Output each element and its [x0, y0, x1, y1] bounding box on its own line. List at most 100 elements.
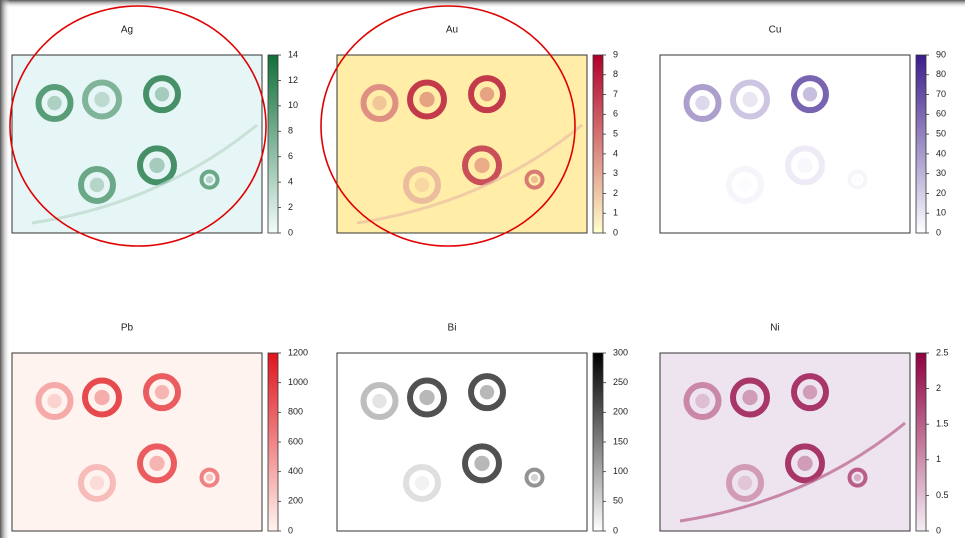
screen-edge: [0, 0, 965, 8]
sample-core: [414, 177, 430, 193]
sample-ring: [407, 79, 447, 120]
panel-title: Bi: [448, 323, 457, 334]
colorbar-tick-label: 2: [613, 188, 618, 198]
sample-ring: [791, 75, 829, 114]
colorbar-tick-label: 50: [613, 496, 623, 506]
colorbar-tick-label: 6: [288, 151, 293, 161]
heatmap-frame: [659, 54, 911, 234]
sample-ring: [403, 165, 441, 204]
colorbar-tick-label: 250: [613, 377, 628, 387]
sample-ring: [199, 467, 220, 488]
colorbar-tick-label: 10: [288, 100, 298, 110]
sample-ring: [468, 75, 506, 114]
sample-ring: [730, 377, 770, 418]
colorbar: [592, 54, 604, 234]
sample-core: [205, 176, 214, 184]
sample-core: [797, 455, 813, 472]
sample-ring: [524, 467, 545, 488]
colorbar-tick-label: 0: [936, 525, 941, 535]
sample-core: [742, 389, 758, 406]
sample-ring: [137, 443, 177, 484]
colorbar-tick-label: 3: [613, 168, 618, 178]
sample-core: [530, 474, 539, 482]
sample-ring: [407, 377, 447, 418]
colorbar-tick-label: 200: [288, 496, 303, 506]
sample-ring: [137, 145, 177, 186]
colorbar: [915, 352, 927, 532]
sample-core: [479, 86, 495, 102]
heatmap-background: [337, 353, 587, 531]
colorbar-tick-label: 2: [936, 383, 941, 393]
sample-ring: [791, 373, 829, 412]
sample-core: [47, 95, 62, 111]
colorbar-tick-label: 300: [613, 347, 628, 357]
sample-ring: [726, 463, 764, 502]
sample-ring: [35, 84, 74, 123]
colorbar-tick-label: 2: [288, 202, 293, 212]
sample-ring: [403, 463, 441, 502]
heatmap-frame: [336, 54, 588, 234]
sample-core: [154, 384, 170, 400]
sample-core: [94, 91, 110, 108]
heatmap-background: [12, 353, 262, 531]
colorbar-tick-label: 1: [613, 208, 618, 218]
colorbar-tick-label: 0: [288, 227, 293, 237]
heatmap-frame: [659, 352, 911, 532]
screen-edge: [0, 0, 10, 538]
sample-core: [737, 475, 753, 491]
panels: Ag02468101214Au0123456789Cu0102030405060…: [11, 25, 949, 535]
colorbar-tick-label: 1000: [288, 377, 308, 387]
heatmap-frame: [336, 352, 588, 532]
heatmap-background: [12, 55, 262, 233]
sample-core: [94, 389, 110, 406]
sample-core: [474, 455, 490, 472]
sample-core: [47, 393, 62, 409]
sample-ring: [847, 467, 868, 488]
colorbar-tick-label: 5: [613, 128, 618, 138]
sample-ring: [360, 382, 399, 421]
panel-title: Cu: [769, 25, 782, 36]
sample-core: [419, 389, 435, 406]
colorbar-tick-label: 0: [613, 525, 618, 535]
heatmap-background: [660, 353, 910, 531]
sample-ring: [143, 75, 181, 114]
colorbar-tick-label: 800: [288, 407, 303, 417]
colorbar-tick-label: 2.5: [936, 347, 949, 357]
panel-title: Ni: [770, 323, 779, 334]
heatmap-frame: [11, 352, 263, 532]
sample-ring: [143, 373, 181, 412]
sample-ring: [524, 169, 545, 190]
sample-core: [479, 384, 495, 400]
sample-core: [372, 393, 387, 409]
colorbar-tick-label: 100: [613, 466, 628, 476]
sample-core: [89, 177, 105, 193]
panel-title: Au: [446, 25, 458, 36]
sample-core: [802, 384, 818, 400]
colorbar-tick-label: 4: [613, 148, 618, 158]
sample-ring: [683, 382, 722, 421]
colorbar-tick-label: 9: [613, 49, 618, 59]
sample-ring: [785, 145, 825, 186]
colorbar-tick-label: 14: [288, 49, 298, 59]
colorbar-tick-label: 7: [613, 89, 618, 99]
annotation-circle: [9, 5, 267, 247]
colorbar-tick-label: 400: [288, 466, 303, 476]
annotation-circle: [320, 5, 576, 247]
colorbar-tick-label: 50: [936, 128, 946, 138]
colorbar-tick-label: 60: [936, 109, 946, 119]
sample-ring: [730, 79, 770, 120]
sample-ring: [683, 84, 722, 123]
heatmap-background: [337, 55, 587, 233]
colorbar-tick-label: 20: [936, 188, 946, 198]
colorbar-tick-label: 70: [936, 89, 946, 99]
sample-core: [149, 157, 165, 174]
sample-ring: [82, 377, 122, 418]
sample-ring: [847, 169, 868, 190]
colorbar: [915, 54, 927, 234]
sample-core: [695, 393, 710, 409]
sample-ring: [462, 145, 502, 186]
sample-ring: [726, 165, 764, 204]
sample-streak: [31, 123, 258, 225]
